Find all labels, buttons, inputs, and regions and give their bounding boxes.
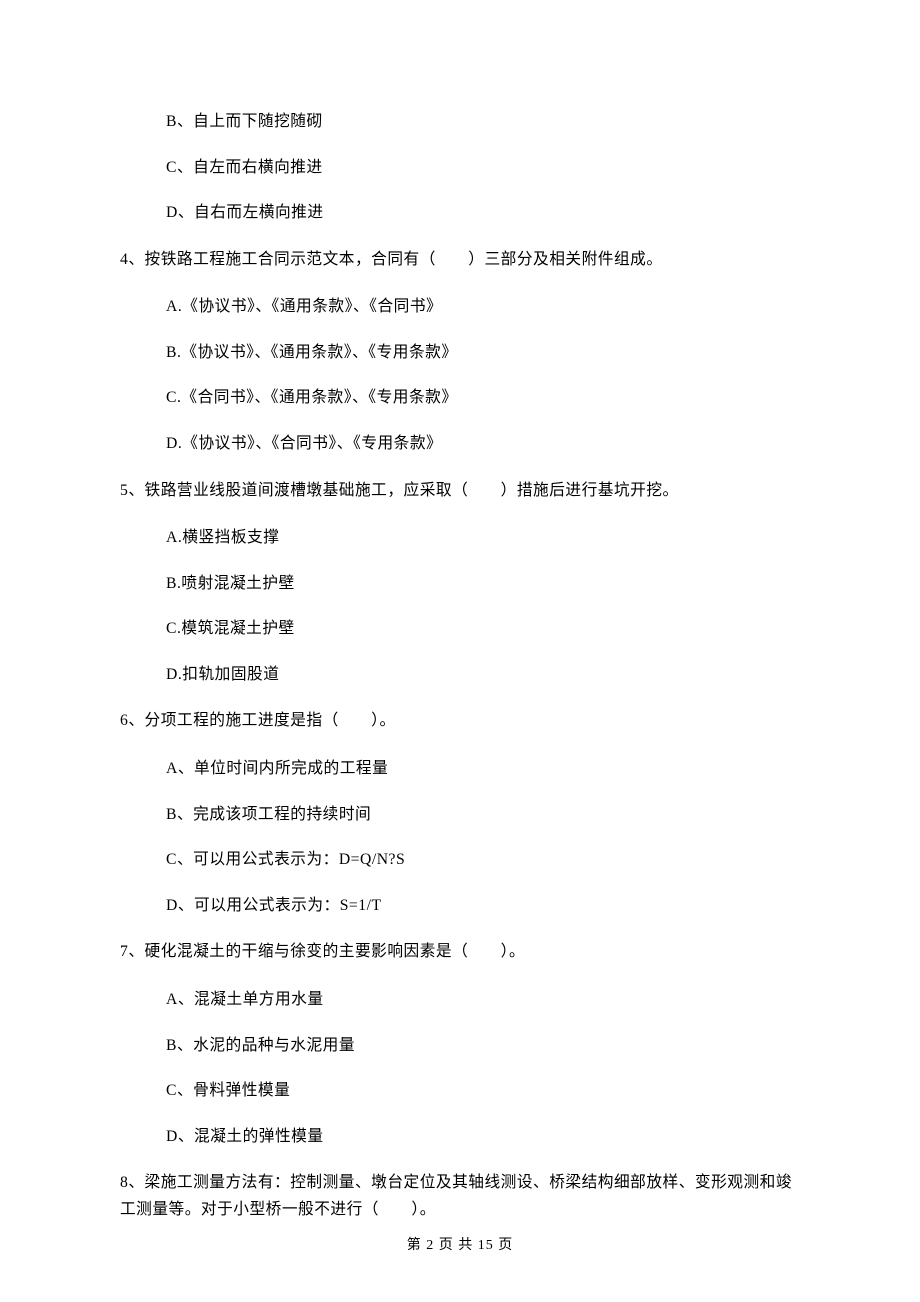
q3-option-c: C、自左而右横向推进 — [120, 156, 800, 180]
q5-option-b: B.喷射混凝土护壁 — [120, 572, 800, 596]
document-page: B、自上而下随挖随砌 C、自左而右横向推进 D、自右而左横向推进 4、按铁路工程… — [0, 0, 920, 1302]
q6-stem: 6、分项工程的施工进度是指（ ）。 — [120, 708, 800, 735]
q5-option-c: C.模筑混凝土护壁 — [120, 617, 800, 641]
q7-option-b: B、水泥的品种与水泥用量 — [120, 1034, 800, 1058]
q6-option-c: C、可以用公式表示为：D=Q/N?S — [120, 848, 800, 872]
q5-stem: 5、铁路营业线股道间渡槽墩基础施工，应采取（ ）措施后进行基坑开挖。 — [120, 478, 800, 505]
q4-option-d: D.《协议书》、《合同书》、《专用条款》 — [120, 432, 800, 456]
q7-option-c: C、骨料弹性模量 — [120, 1079, 800, 1103]
q4-stem: 4、按铁路工程施工合同示范文本，合同有（ ）三部分及相关附件组成。 — [120, 247, 800, 274]
q6-option-d: D、可以用公式表示为：S=1/T — [120, 894, 800, 918]
q5-option-d: D.扣轨加固股道 — [120, 663, 800, 687]
page-footer: 第 2 页 共 15 页 — [0, 1234, 920, 1254]
q7-option-d: D、混凝土的弹性模量 — [120, 1125, 800, 1149]
q7-stem: 7、硬化混凝土的干缩与徐变的主要影响因素是（ ）。 — [120, 939, 800, 966]
q4-option-a: A.《协议书》、《通用条款》、《合同书》 — [120, 295, 800, 319]
q8-stem: 8、梁施工测量方法有：控制测量、墩台定位及其轴线测设、桥梁结构细部放样、变形观测… — [120, 1170, 800, 1223]
q5-option-a: A.横竖挡板支撑 — [120, 526, 800, 550]
q4-option-c: C.《合同书》、《通用条款》、《专用条款》 — [120, 386, 800, 410]
q3-option-d: D、自右而左横向推进 — [120, 201, 800, 225]
q6-option-b: B、完成该项工程的持续时间 — [120, 803, 800, 827]
q7-option-a: A、混凝土单方用水量 — [120, 988, 800, 1012]
q3-option-b: B、自上而下随挖随砌 — [120, 110, 800, 134]
q4-option-b: B.《协议书》、《通用条款》、《专用条款》 — [120, 341, 800, 365]
q6-option-a: A、单位时间内所完成的工程量 — [120, 757, 800, 781]
